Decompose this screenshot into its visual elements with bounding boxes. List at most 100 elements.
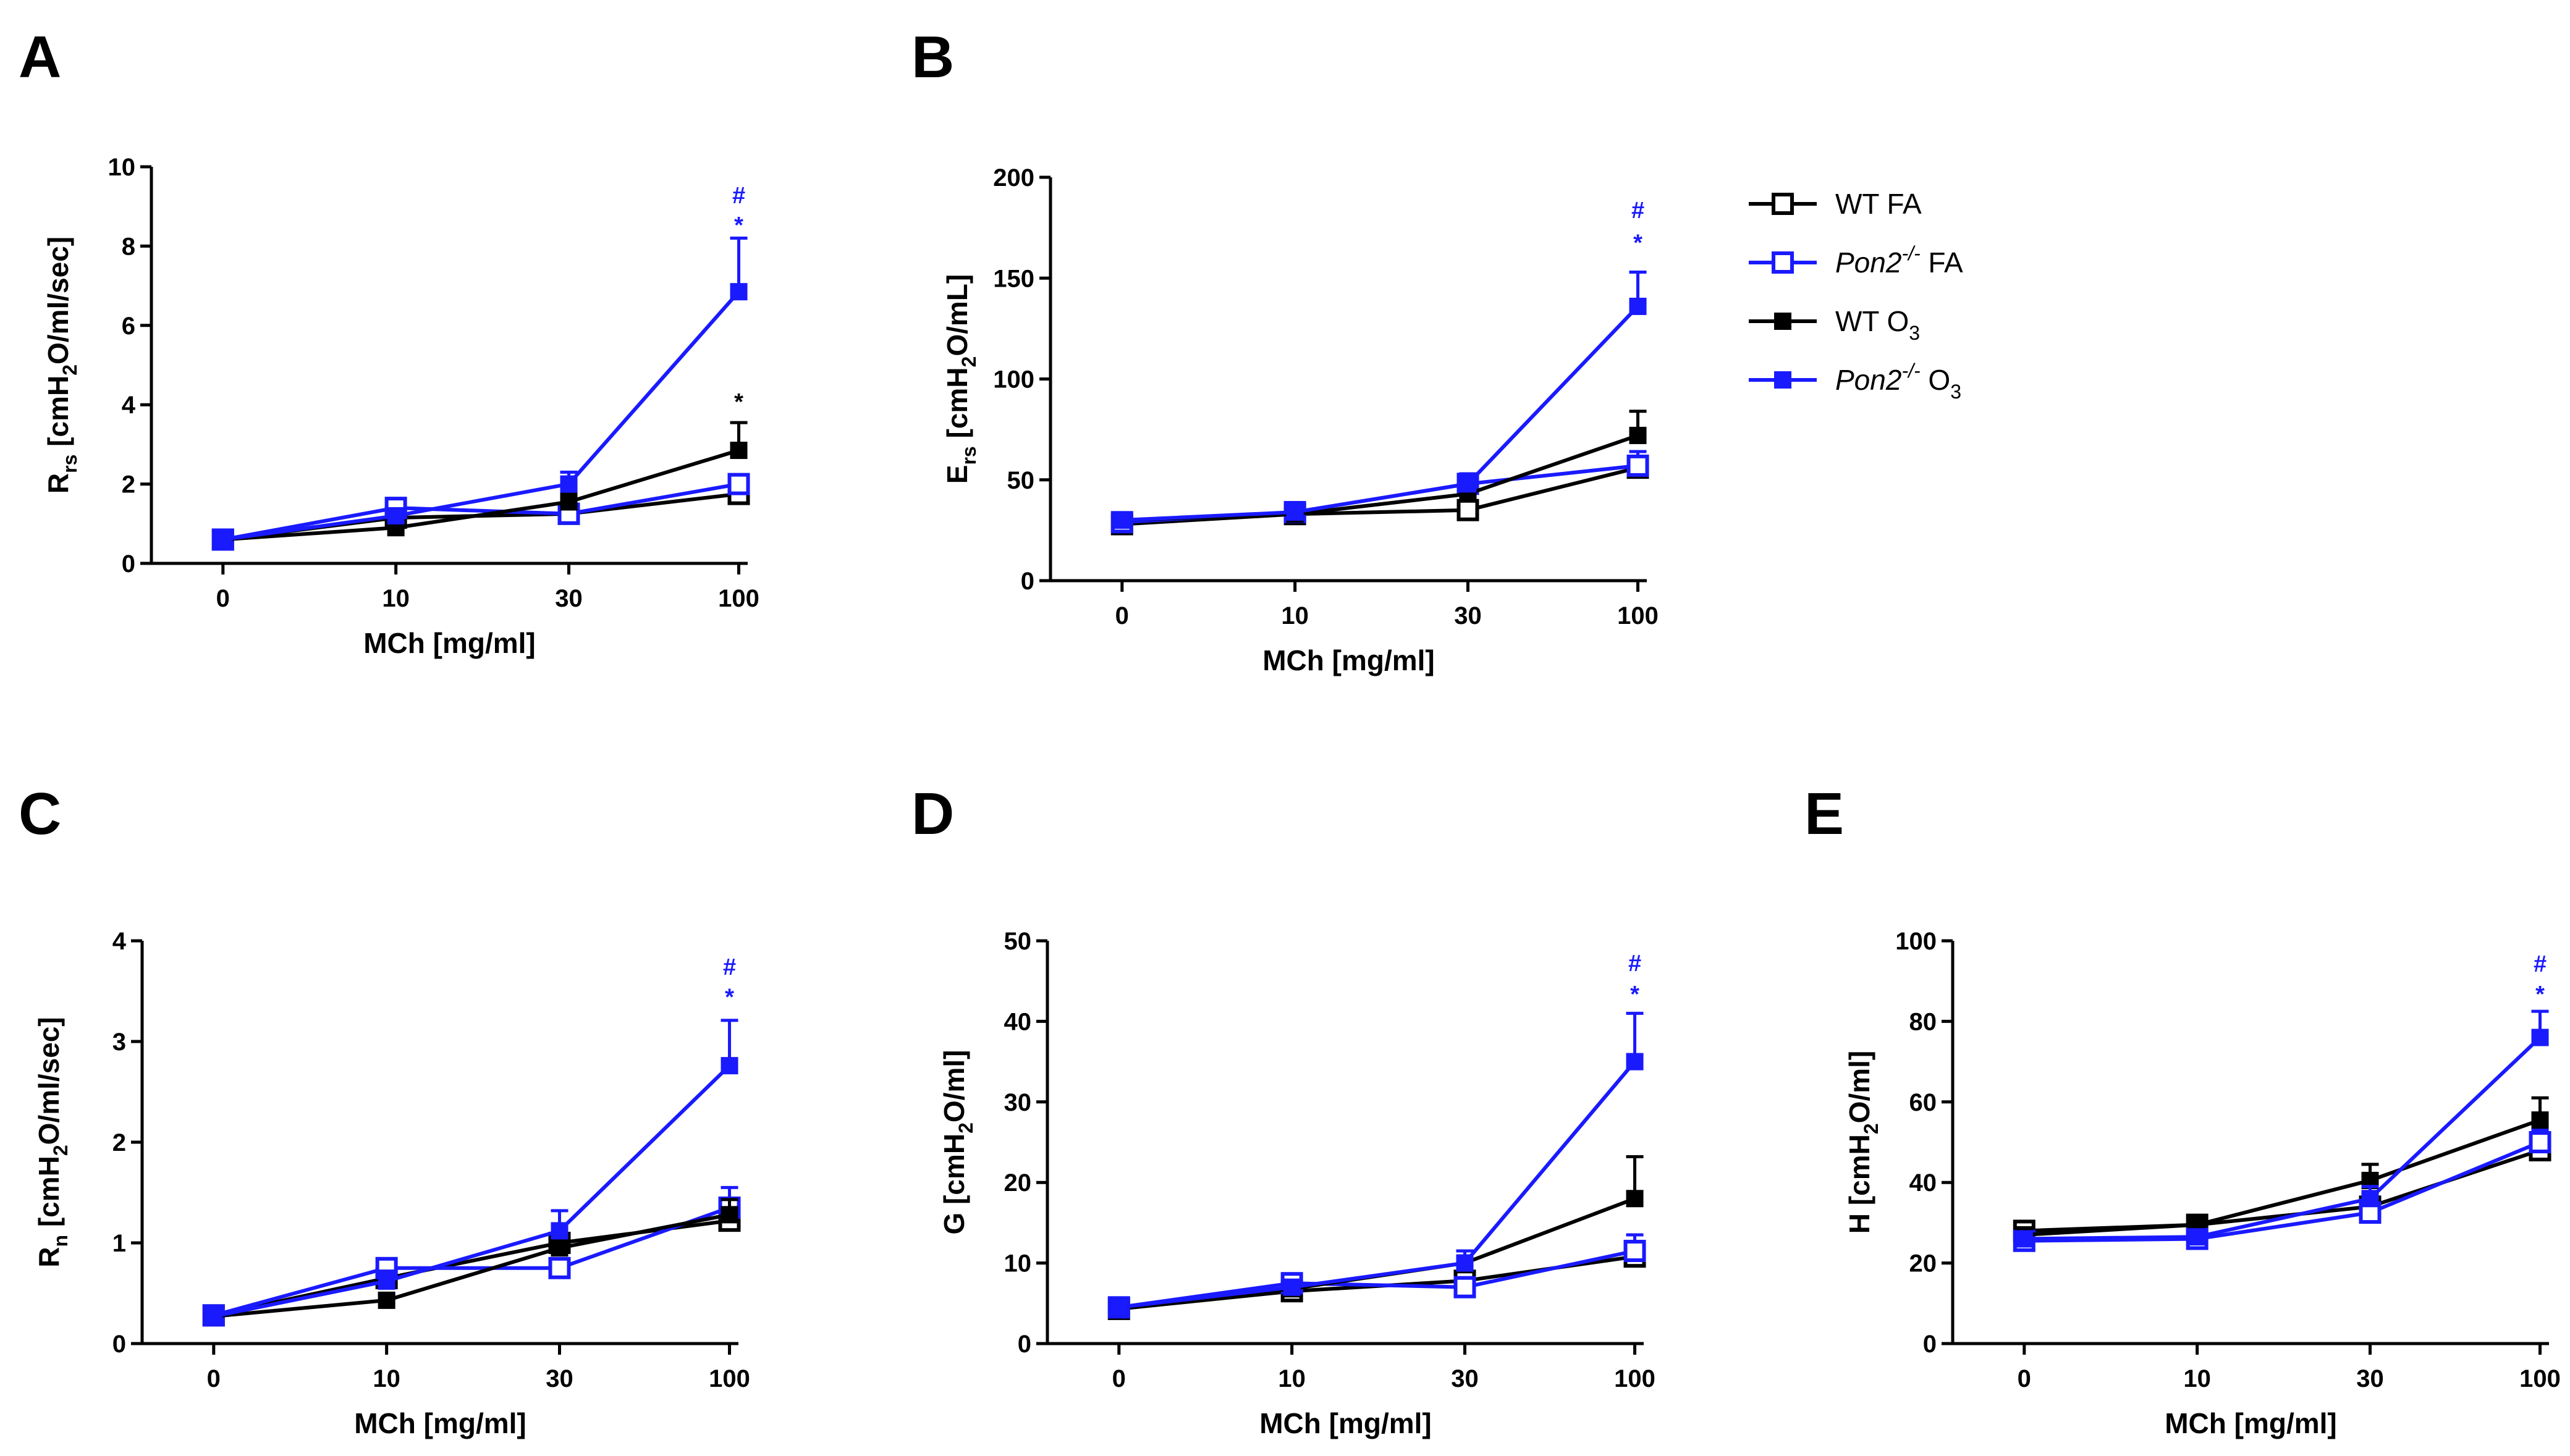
y-tick-label: 1 (112, 1230, 126, 1257)
y-tick-label: 30 (1004, 1089, 1032, 1116)
significance-hash: # (1631, 198, 1644, 224)
data-point (551, 1222, 569, 1240)
series-line (213, 1206, 730, 1318)
x-tick-label: 10 (373, 1365, 400, 1392)
x-tick-label: 0 (1112, 1365, 1126, 1392)
y-tick-label: 0 (1923, 1331, 1937, 1358)
x-tick-label: 30 (546, 1365, 573, 1392)
data-point (1626, 1053, 1644, 1071)
data-point (1629, 297, 1647, 315)
data-point (2531, 1029, 2549, 1046)
x-tick-label: 30 (555, 585, 583, 612)
y-tick-label: 4 (112, 928, 127, 955)
series-line (1122, 305, 1639, 523)
data-point (548, 1256, 571, 1279)
y-axis-title: H [cmH2O/ml] (1843, 1051, 1882, 1234)
legend-label: Pon2-/-​ FA (1835, 242, 1963, 279)
data-point (1113, 511, 1131, 529)
significance-hash: # (723, 954, 736, 980)
x-tick-label: 10 (2183, 1365, 2211, 1392)
significance-star: * (734, 389, 743, 415)
legend-marker (1774, 371, 1791, 389)
series-pon2-o3 (205, 1019, 738, 1325)
data-point (378, 1291, 395, 1309)
data-point (1456, 1254, 1474, 1272)
x-tick-label: 100 (709, 1365, 750, 1392)
y-tick-label: 50 (1007, 467, 1035, 494)
x-axis-title: MCh [mg/ml] (354, 1407, 526, 1439)
data-point (2015, 1230, 2033, 1248)
x-tick-label: 0 (2018, 1365, 2031, 1392)
y-axis-title: Ers​ [cmH2O/mL] (941, 274, 980, 484)
legend-marker (1772, 193, 1794, 215)
y-tick-label: 40 (1004, 1008, 1032, 1035)
data-point (387, 507, 405, 524)
data-point (551, 1239, 569, 1257)
y-tick-label: 6 (122, 313, 135, 340)
data-point (1453, 1276, 1476, 1298)
x-axis-title: MCh [mg/ml] (1259, 1407, 1432, 1439)
x-tick-label: 100 (2519, 1365, 2561, 1392)
y-axis-title: Rn​ [cmH2O/ml/sec] (33, 1017, 72, 1267)
panel-letter: D (911, 781, 954, 847)
chart-panel-b: B 0 50 100 150 200 0 10 30 100 MCh [mg/ml] Ers​ [cm… (911, 24, 1659, 676)
y-tick-label: 2 (122, 471, 135, 499)
y-tick-label: 10 (1004, 1250, 1032, 1277)
y-axis-title: Rrs​ [cmH2O/ml/sec] (42, 237, 81, 494)
y-tick-label: 8 (122, 233, 135, 260)
panel-letter: A (19, 24, 61, 90)
y-tick-label: 4 (122, 392, 136, 419)
data-point (1286, 503, 1304, 521)
panel-letter: C (19, 781, 61, 847)
data-point (560, 493, 578, 511)
x-tick-label: 0 (216, 585, 230, 612)
significance-hash: # (732, 183, 745, 209)
series-line (1122, 434, 1639, 523)
series-wt-fa (1110, 456, 1649, 536)
x-tick-label: 30 (1454, 602, 1482, 629)
legend-marker (1774, 313, 1791, 330)
significance-star: * (1630, 982, 1639, 1008)
series-wt-o3 (1110, 1155, 1644, 1316)
data-point (205, 1307, 222, 1325)
data-point (1626, 454, 1649, 477)
x-axis-title: MCh [mg/ml] (363, 627, 536, 659)
significance-star: * (734, 213, 743, 238)
y-tick-label: 20 (1004, 1169, 1032, 1197)
y-tick-label: 0 (112, 1331, 126, 1358)
data-point (214, 531, 232, 549)
y-tick-label: 200 (993, 164, 1034, 191)
series-pon2-o3 (2015, 1009, 2549, 1248)
legend-label: WT FA (1835, 188, 1922, 220)
significance-star: * (725, 985, 734, 1011)
x-tick-label: 30 (1451, 1365, 1479, 1392)
y-tick-label: 150 (993, 265, 1034, 292)
chart-panel-d: D 0 10 20 30 40 50 0 10 30 100 MCh [mg/ml] G [cmH2O/… (911, 781, 1655, 1439)
data-point (1459, 475, 1477, 493)
data-point (2188, 1228, 2206, 1246)
y-tick-label: 20 (1909, 1250, 1937, 1277)
y-tick-label: 3 (112, 1029, 126, 1056)
x-tick-label: 0 (1115, 602, 1129, 629)
legend-item-pon2-fa: Pon2-/-​ FA (1749, 242, 1963, 279)
legend: WT FA Pon2-/-​ FA WT O3 Pon2-/-​ O3 (1749, 188, 1963, 403)
legend-item-wt-o3: WT O3 (1749, 305, 1920, 344)
series-line (1118, 1249, 1636, 1310)
x-axis-title: MCh [mg/ml] (2165, 1407, 2337, 1439)
data-point (727, 473, 750, 495)
significance-star: * (1633, 230, 1642, 256)
series-line (1118, 1255, 1635, 1311)
series-line (213, 1213, 730, 1318)
data-point (1629, 426, 1647, 444)
y-tick-label: 10 (108, 154, 136, 181)
data-point (1626, 1190, 1644, 1208)
x-tick-label: 10 (1281, 602, 1309, 629)
x-tick-label: 10 (382, 585, 410, 612)
series-pon2-o3 (1110, 1011, 1644, 1316)
y-tick-label: 100 (1895, 928, 1937, 955)
series-line (213, 1064, 731, 1318)
data-point (2531, 1111, 2549, 1129)
x-axis-title: MCh [mg/ml] (1262, 644, 1435, 676)
